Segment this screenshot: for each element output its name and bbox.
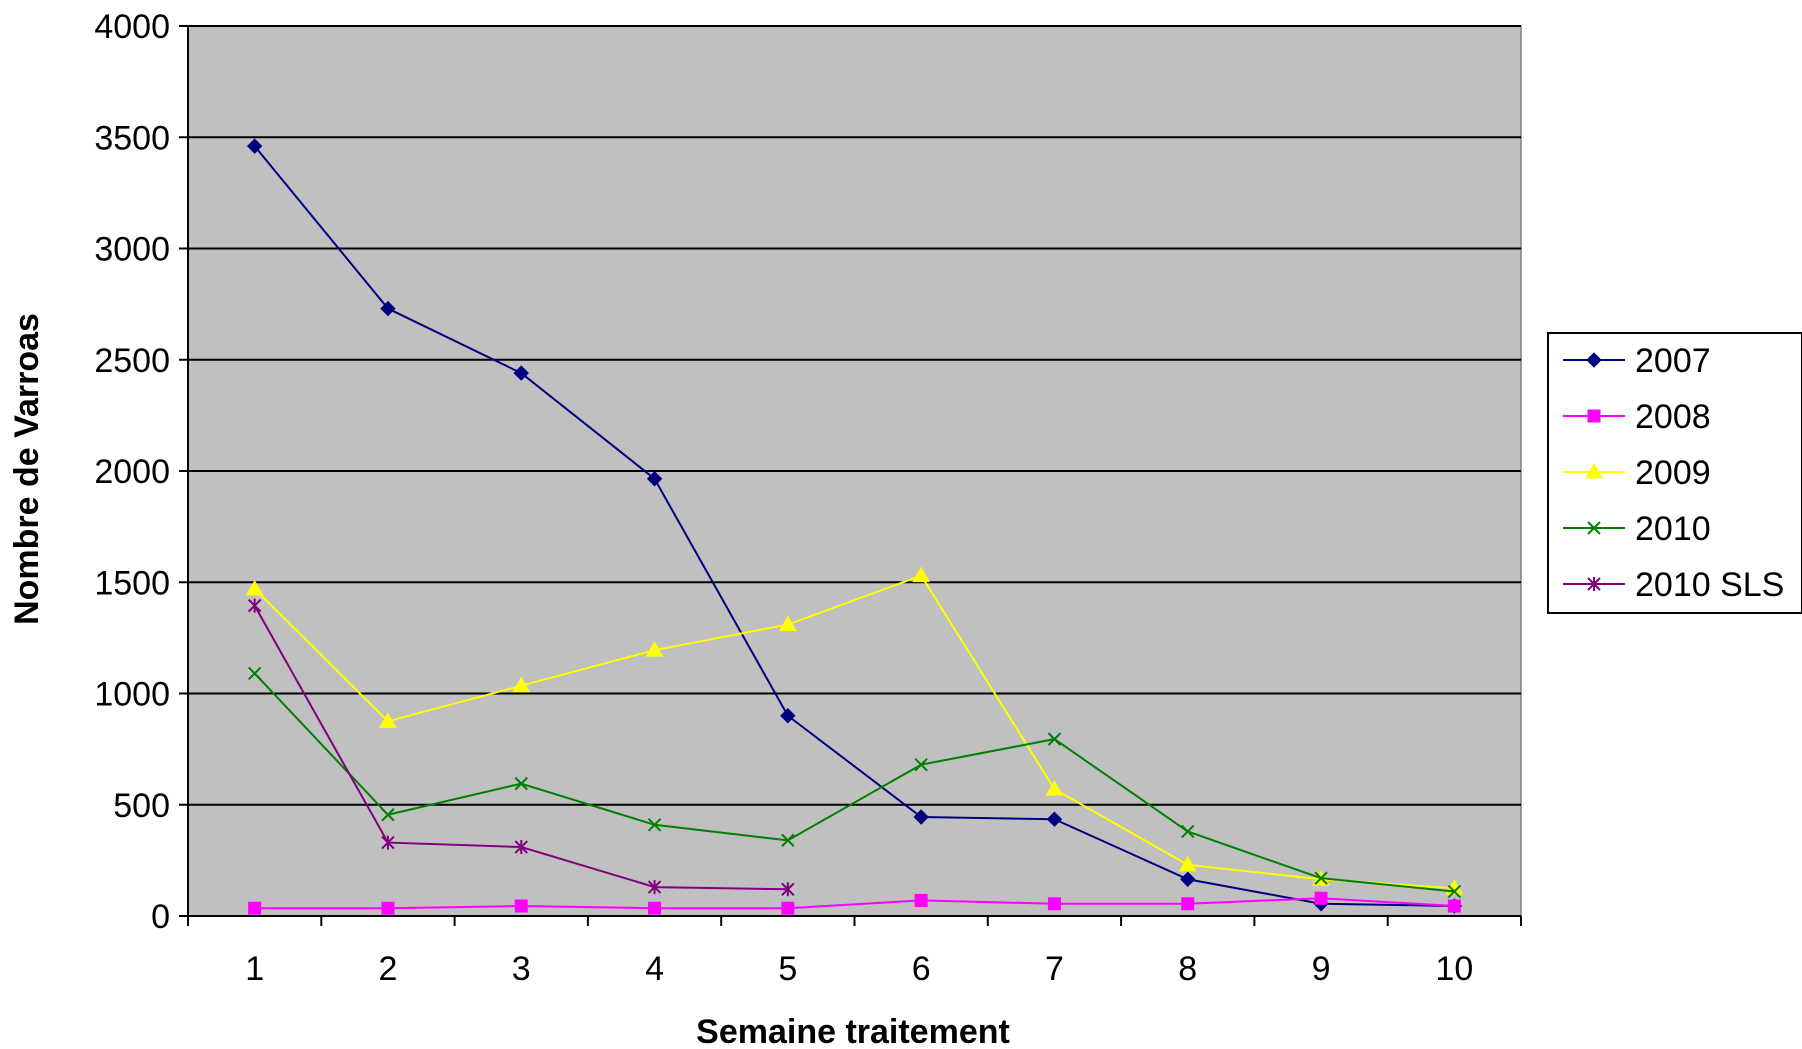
data-point bbox=[781, 901, 795, 915]
y-tick-label: 2000 bbox=[94, 453, 170, 491]
y-tick-label: 3000 bbox=[94, 231, 170, 269]
data-point bbox=[647, 818, 662, 832]
data-point bbox=[1045, 780, 1064, 796]
data-point bbox=[645, 641, 664, 657]
data-point bbox=[913, 809, 929, 825]
data-point bbox=[381, 901, 395, 915]
data-point bbox=[514, 776, 528, 791]
data-point bbox=[780, 708, 796, 724]
y-axis-title: Nombre de Varroas bbox=[8, 313, 46, 625]
legend-label: 2010 SLS bbox=[1635, 566, 1784, 604]
data-point bbox=[1181, 897, 1195, 911]
grid-lines bbox=[188, 25, 1521, 806]
series-layer bbox=[245, 138, 1464, 915]
y-axis-ticks: 0 500 1000 1500 2000 2500 3000 3500 4000 bbox=[94, 8, 188, 936]
data-point bbox=[1180, 871, 1196, 887]
x-tick-label: 5 bbox=[778, 950, 797, 988]
data-point bbox=[380, 300, 396, 317]
legend: 2007 2008 2009 2010 2010 SLS bbox=[1547, 332, 1802, 614]
legend-label: 2007 bbox=[1635, 342, 1711, 380]
series-line bbox=[253, 145, 1455, 907]
data-point bbox=[514, 899, 528, 913]
x-tick-label: 3 bbox=[512, 950, 531, 988]
x-tick-label: 8 bbox=[1178, 950, 1197, 988]
x-axis-ticks: 1 2 3 4 5 6 7 8 9 10 bbox=[187, 916, 1522, 988]
legend-item: 2010 SLS bbox=[1563, 566, 1784, 604]
series-line bbox=[253, 672, 1455, 893]
x-tick-label: 7 bbox=[1045, 950, 1064, 988]
y-tick-label: 3500 bbox=[94, 119, 170, 157]
y-tick-label: 0 bbox=[151, 898, 170, 936]
data-point bbox=[1314, 871, 1328, 885]
legend-marker bbox=[1585, 462, 1603, 479]
data-point bbox=[379, 712, 397, 728]
data-point bbox=[647, 880, 662, 895]
legend-item: 2008 bbox=[1563, 398, 1711, 436]
data-point bbox=[1447, 884, 1462, 899]
data-point bbox=[1047, 897, 1061, 911]
data-point bbox=[781, 882, 795, 897]
x-tick-label: 1 bbox=[245, 950, 264, 988]
data-point bbox=[513, 365, 529, 381]
legend-marker bbox=[1587, 521, 1601, 535]
data-point bbox=[512, 676, 531, 693]
data-point bbox=[248, 901, 262, 915]
series-2009 bbox=[245, 566, 1464, 895]
legend-marker bbox=[1587, 409, 1601, 423]
data-point bbox=[514, 840, 528, 855]
y-tick-label: 500 bbox=[113, 787, 170, 825]
data-point bbox=[1447, 899, 1461, 913]
x-axis-title: Semaine traitement bbox=[696, 1013, 1010, 1049]
legend-label: 2010 bbox=[1635, 510, 1711, 548]
legend-item: 2007 bbox=[1563, 342, 1711, 380]
data-point bbox=[646, 471, 663, 487]
x-tick-label: 2 bbox=[378, 950, 397, 988]
data-point bbox=[247, 598, 262, 613]
y-tick-label: 2500 bbox=[94, 342, 170, 380]
data-point bbox=[914, 757, 928, 772]
y-tick-label: 1500 bbox=[94, 564, 170, 602]
data-point bbox=[381, 835, 395, 850]
legend-marker bbox=[1586, 352, 1602, 368]
y-tick-label: 1000 bbox=[94, 676, 170, 714]
data-point bbox=[648, 901, 662, 915]
data-point bbox=[1178, 855, 1197, 872]
legend-label: 2008 bbox=[1635, 398, 1711, 436]
data-point bbox=[914, 893, 928, 907]
series-2008 bbox=[248, 891, 1461, 915]
legend-marker bbox=[1587, 577, 1601, 591]
legend-item: 2009 bbox=[1563, 454, 1711, 492]
series-2010 bbox=[247, 666, 1462, 899]
x-tick-label: 6 bbox=[912, 950, 931, 988]
data-point bbox=[912, 566, 931, 583]
y-tick-label: 4000 bbox=[94, 8, 170, 46]
data-point bbox=[1046, 811, 1063, 827]
legend-label: 2009 bbox=[1635, 454, 1711, 492]
x-tick-label: 10 bbox=[1435, 950, 1473, 988]
legend-item: 2010 bbox=[1563, 510, 1711, 548]
data-point bbox=[1181, 824, 1195, 839]
x-tick-label: 9 bbox=[1312, 950, 1331, 988]
data-point bbox=[246, 138, 263, 154]
series-line bbox=[253, 574, 1455, 890]
x-tick-label: 4 bbox=[645, 950, 664, 988]
series-2010-sls bbox=[247, 598, 795, 897]
data-point bbox=[247, 666, 262, 681]
data-point bbox=[381, 808, 395, 822]
data-point bbox=[1314, 891, 1328, 905]
data-point bbox=[1047, 732, 1062, 746]
data-point bbox=[245, 579, 264, 596]
data-point bbox=[781, 833, 795, 848]
series-line bbox=[254, 897, 1455, 910]
data-point bbox=[778, 615, 797, 632]
